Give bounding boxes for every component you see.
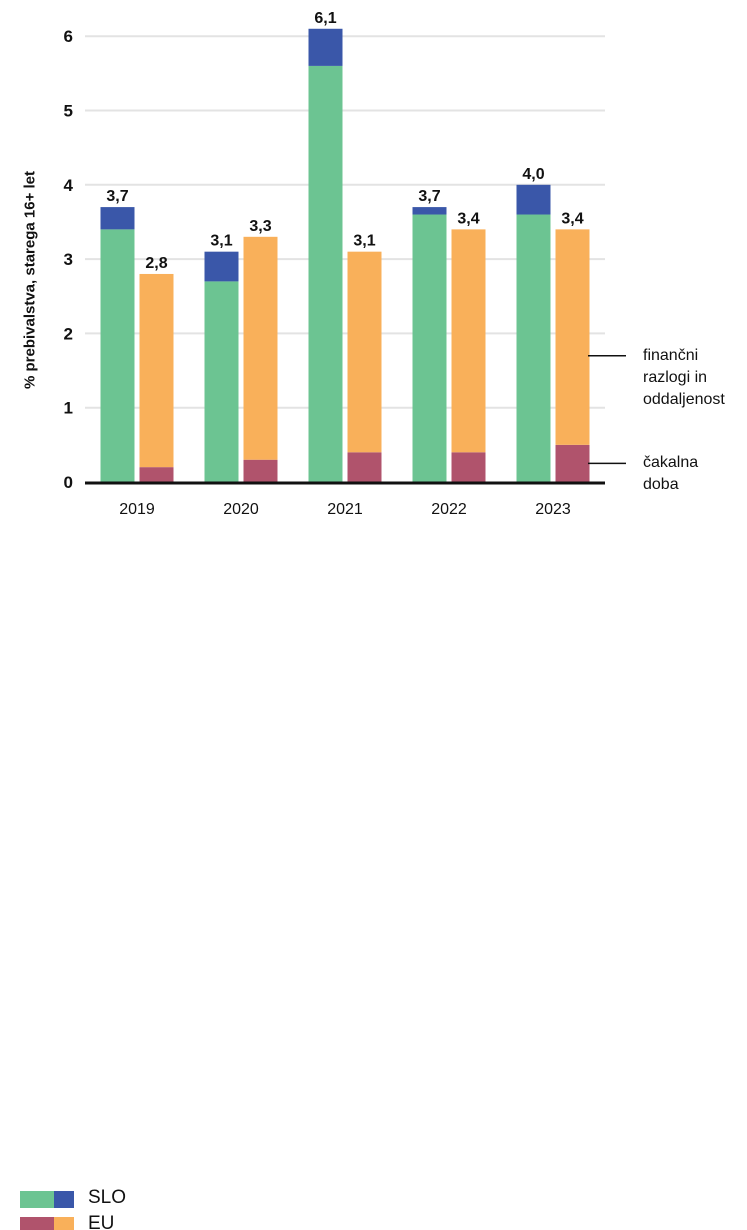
legend-item-eu: EU — [20, 1213, 220, 1230]
data-label-slo-2019: 3,7 — [106, 188, 128, 205]
data-label-slo-2021: 6,1 — [314, 10, 336, 27]
bar-eu-2022-waiting — [451, 452, 486, 482]
y-tick-label: 3 — [64, 250, 73, 269]
data-label-slo-2022: 3,7 — [418, 188, 440, 205]
x-tick-label: 2020 — [223, 501, 259, 518]
bar-slo-2023-financial — [516, 214, 551, 482]
chart: 0 1 2 3 4 5 6 3,7 2,8 2019 3,1 3,3 2020 6,1 3,1 2021 3,7… — [20, 10, 725, 1230]
annotation-financial-line-2: razlogi in — [643, 369, 708, 386]
bar-slo-2022-financial — [412, 214, 447, 482]
bar-eu-2023-financial — [555, 229, 590, 445]
data-label-eu-2019: 2,8 — [145, 255, 167, 272]
data-label-eu-2021: 3,1 — [353, 233, 375, 250]
bar-eu-2020-financial — [243, 236, 278, 460]
bar-eu-2019-waiting — [139, 467, 174, 482]
y-tick-label: 2 — [64, 324, 73, 343]
annotation-financial: finančni razlogi in oddaljenost — [643, 345, 725, 411]
bar-eu-2021-waiting — [347, 452, 382, 482]
annotation-waiting-line-2: doba — [643, 476, 679, 493]
data-label-eu-2023: 3,4 — [561, 210, 583, 227]
bar-slo-2021-financial — [308, 65, 343, 483]
legend-swatch-eu-red — [20, 1217, 54, 1230]
bar-slo-2022-waiting — [412, 207, 447, 215]
y-axis-title: % prebivalstva, starega 16+ let — [21, 170, 39, 390]
bar-eu-2021-financial — [347, 251, 382, 453]
x-tick-label: 2023 — [535, 501, 571, 518]
legend-label-eu: EU — [88, 1213, 115, 1230]
annotation-waiting-line-1: čakalna — [643, 454, 699, 471]
legend-swatch-eu-orange — [54, 1217, 74, 1230]
data-label-slo-2020: 3,1 — [210, 233, 232, 250]
legend-label-slo: SLO — [88, 1187, 127, 1208]
bar-slo-2019-financial — [100, 229, 135, 482]
data-label-eu-2020: 3,3 — [249, 218, 271, 235]
bar-slo-2023-waiting — [516, 184, 551, 215]
bar-eu-2022-financial — [451, 229, 486, 453]
chart-canvas: 0 1 2 3 4 5 6 3,7 2,8 2019 3,1 3,3 2020 6,1 3,1 2021 3,7… — [64, 10, 626, 518]
data-label-slo-2023: 4,0 — [522, 166, 544, 183]
y-tick-label: 6 — [64, 27, 73, 46]
bar-slo-2021-waiting — [308, 28, 343, 66]
y-tick-label: 4 — [64, 176, 74, 195]
legend-swatch-slo-green — [20, 1191, 54, 1208]
annotation-waiting: čakalna doba — [643, 452, 698, 496]
bar-eu-2020-waiting — [243, 459, 278, 482]
legend-item-slo: SLO — [20, 1187, 220, 1210]
annotation-financial-line-1: finančni — [643, 347, 699, 364]
y-tick-label: 5 — [64, 102, 73, 121]
bar-eu-2019-financial — [139, 273, 174, 468]
data-label-eu-2022: 3,4 — [457, 210, 479, 227]
annotation-financial-line-3: oddaljenost — [643, 391, 725, 408]
x-tick-label: 2022 — [431, 501, 467, 518]
x-tick-label: 2021 — [327, 501, 363, 518]
legend-swatch-slo-blue — [54, 1191, 74, 1208]
bar-slo-2020-financial — [204, 281, 239, 482]
bar-slo-2019-waiting — [100, 207, 135, 230]
bar-slo-2020-waiting — [204, 251, 239, 282]
y-tick-label: 1 — [64, 399, 73, 418]
x-tick-label: 2019 — [119, 501, 155, 518]
y-tick-label: 0 — [64, 473, 73, 492]
bar-eu-2023-waiting — [555, 444, 590, 482]
